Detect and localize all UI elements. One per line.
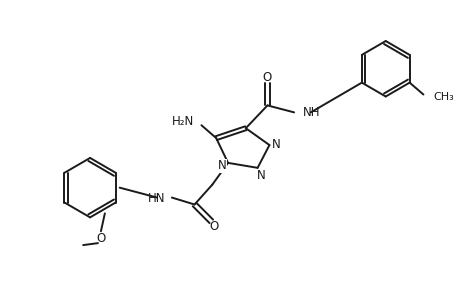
Text: CH₃: CH₃ [432,92,453,101]
Text: N: N [271,138,280,151]
Text: NH: NH [302,106,320,119]
Text: N: N [257,169,265,182]
Text: O: O [262,71,272,84]
Text: N: N [217,159,226,172]
Text: O: O [96,232,105,245]
Text: H₂N: H₂N [172,115,194,128]
Text: O: O [209,220,218,233]
Text: HN: HN [147,192,165,205]
